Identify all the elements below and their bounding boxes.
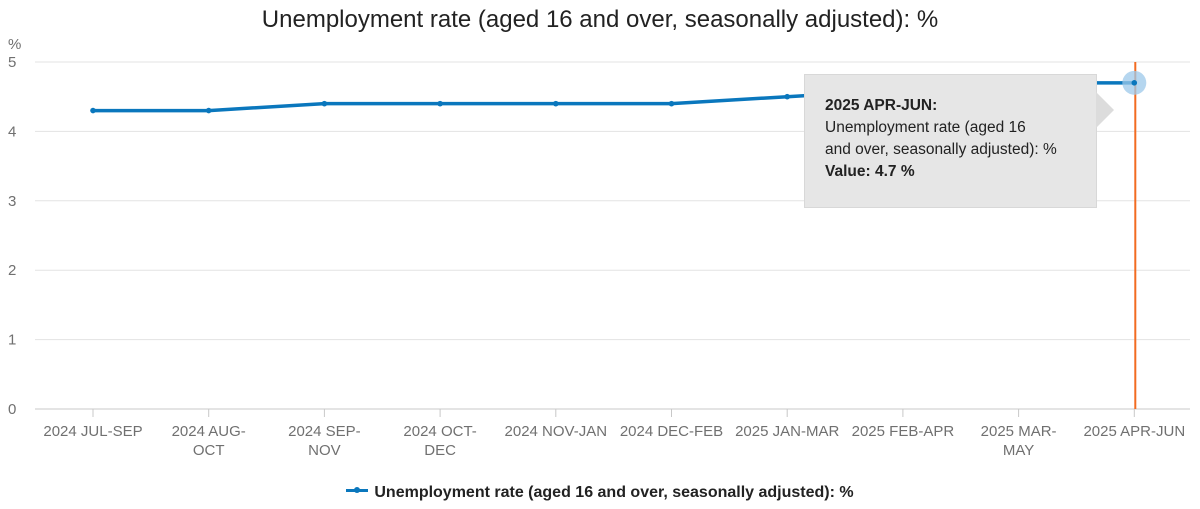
x-tick-label: 2024 AUG- OCT xyxy=(172,423,246,459)
data-point[interactable] xyxy=(437,100,443,107)
x-tick-label: 2025 APR-JUN xyxy=(1083,423,1185,440)
x-tick-label: 2024 JUL-SEP xyxy=(43,423,142,440)
x-tick-label-line: 2024 DEC-FEB xyxy=(620,423,723,440)
legend-label: Unemployment rate (aged 16 and over, sea… xyxy=(374,484,854,501)
tooltip-pointer xyxy=(1096,92,1114,128)
chart-title: Unemployment rate (aged 16 and over, sea… xyxy=(261,6,939,33)
y-tick-label: 4 xyxy=(8,123,16,140)
x-tick-label-line: 2025 MAR- xyxy=(981,423,1057,440)
y-axis: % 0 1 2 3 4 5 xyxy=(8,36,21,418)
data-point[interactable] xyxy=(321,100,328,107)
x-tick-label-line: 2024 NOV-JAN xyxy=(505,423,608,440)
x-tick-label-line: 2024 SEP- xyxy=(288,423,361,440)
tooltip-series-line-1: Unemployment rate (aged 16 xyxy=(825,119,1026,136)
legend-swatch-icon xyxy=(346,487,369,494)
x-tick-label-line: DEC xyxy=(424,442,456,459)
x-tick-label: 2024 NOV-JAN xyxy=(505,423,608,440)
x-tick-label-line: 2025 FEB-APR xyxy=(852,423,955,440)
y-tick-label: 0 xyxy=(8,401,16,418)
y-tick-label: 5 xyxy=(8,54,16,71)
x-tick-label-line: 2024 OCT- xyxy=(403,423,476,440)
x-tick-label: 2025 JAN-MAR xyxy=(735,423,839,440)
y-tick-label: 2 xyxy=(8,262,16,279)
x-tick-label-line: 2024 AUG- xyxy=(172,423,246,440)
line-chart[interactable]: % 0 1 2 3 4 5 2024 JUL-SEP 2024 AUG- OCT 2024 SE… xyxy=(0,0,1200,480)
x-tick-label: 2025 FEB-APR xyxy=(852,423,955,440)
y-tick-label: 1 xyxy=(8,332,16,349)
data-point[interactable] xyxy=(784,93,790,100)
x-tick-label-line: NOV xyxy=(308,442,341,459)
tooltip-series-line-2: and over, seasonally adjusted): % xyxy=(825,141,1057,158)
x-tick-label: 2024 SEP- NOV xyxy=(288,423,361,459)
y-axis-unit-label: % xyxy=(8,36,21,53)
x-tick-label-line: MAY xyxy=(1003,442,1034,459)
data-point[interactable] xyxy=(205,107,212,114)
gridlines xyxy=(35,61,1190,410)
data-point[interactable] xyxy=(90,107,96,114)
x-tick-label-line: 2025 APR-JUN xyxy=(1083,423,1185,440)
x-tick-label: 2024 DEC-FEB xyxy=(620,423,723,440)
legend[interactable]: Unemployment rate (aged 16 and over, sea… xyxy=(0,484,1200,502)
tooltip-value: Value: 4.7 % xyxy=(825,163,915,180)
data-point[interactable] xyxy=(553,100,559,107)
tooltip-heading: 2025 APR-JUN: xyxy=(825,97,938,114)
x-tick-label: 2025 MAR- MAY xyxy=(981,423,1057,459)
tooltip: 2025 APR-JUN: Unemployment rate (aged 16… xyxy=(804,74,1097,208)
y-tick-label: 3 xyxy=(8,193,16,210)
x-tick-label-line: OCT xyxy=(193,442,225,459)
data-point[interactable] xyxy=(668,100,675,107)
x-tick-label: 2024 OCT- DEC xyxy=(403,423,476,459)
data-point[interactable] xyxy=(1131,80,1138,86)
x-tick-label-line: 2024 JUL-SEP xyxy=(43,423,142,440)
x-tick-label-line: 2025 JAN-MAR xyxy=(735,423,839,440)
